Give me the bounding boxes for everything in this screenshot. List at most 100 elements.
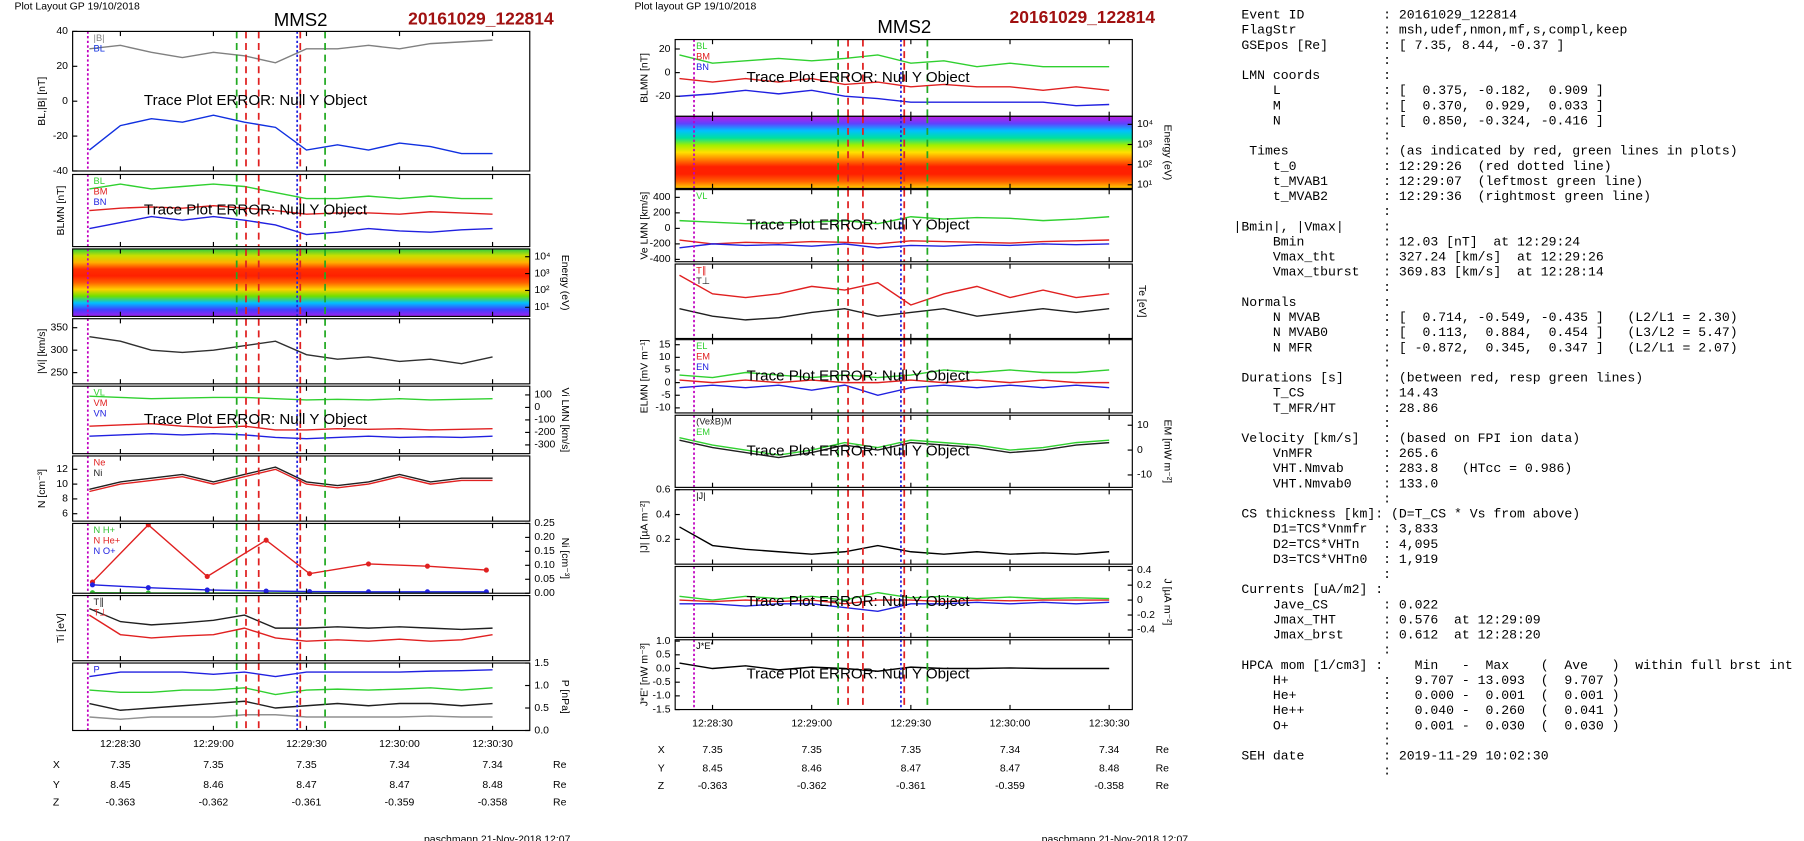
legend-entry: EN <box>696 362 709 372</box>
legend-entry: EM <box>696 352 710 362</box>
plot-header: Plot Layout GP 19/10/2018 <box>14 2 140 13</box>
summary-line: M : [ 0.370, 0.929, 0.033 ] <box>1234 98 1604 113</box>
error-message: Trace Plot ERROR: Null Y Object <box>746 367 970 384</box>
y-tick-label: -10 <box>655 403 670 414</box>
panel-frame <box>674 263 1133 340</box>
y-tick-label: 0.5 <box>534 703 549 714</box>
error-message: Trace Plot ERROR: Null Y Object <box>746 593 970 610</box>
panel <box>86 455 493 522</box>
y-tick-label: 100 <box>534 390 552 401</box>
series-line <box>679 216 1110 225</box>
y-tick-label: 0 <box>62 96 68 107</box>
legend-entry: N O+ <box>94 546 116 556</box>
y-tick-label: 0.2 <box>1137 580 1152 591</box>
y-tick-label: 0.20 <box>534 532 555 543</box>
summary-line: : <box>1234 643 1392 658</box>
y-tick-label: 20 <box>659 44 671 55</box>
y-tick-label: -0.4 <box>1137 625 1155 636</box>
y-tick-label: 0.25 <box>534 518 555 529</box>
ephem-value: 8.47 <box>389 780 410 791</box>
series-line <box>89 183 493 200</box>
plot-header: Plot layout GP 19/10/2018 <box>634 2 756 13</box>
ephem-label: Y <box>53 780 60 791</box>
y-tick-label: 0.0 <box>656 663 671 674</box>
legend-entry: |B| <box>94 33 105 43</box>
series-line <box>679 599 1110 605</box>
summary-line: LMN coords : <box>1234 68 1392 83</box>
legend-entry: (VexB)M <box>696 417 732 427</box>
series-line <box>679 601 1110 613</box>
data-point <box>145 523 151 528</box>
data-point <box>365 561 372 567</box>
ephem-value: 8.46 <box>802 764 823 775</box>
series-line <box>679 436 1110 456</box>
ephem-value: 7.35 <box>110 760 131 771</box>
series-line <box>89 422 493 431</box>
panel-frame <box>72 522 531 594</box>
y-tick-label: -200 <box>650 239 671 250</box>
y-tick-label: 0.5 <box>656 650 671 661</box>
data-point <box>483 589 489 594</box>
summary-line: Velocity [km/s] : (based on FPI ion data… <box>1234 431 1581 446</box>
ephem-value: 8.46 <box>203 780 224 791</box>
y-axis-label: Vi LMN [km/s] <box>559 387 570 452</box>
y-axis-label: |Vi| [km/s] <box>37 329 48 374</box>
series-line <box>679 243 1110 249</box>
data-point <box>365 589 372 594</box>
ephem-label: Z <box>53 797 60 808</box>
legend-entry: N H+ <box>94 525 115 535</box>
ephem-value: -0.363 <box>106 797 136 808</box>
ephem-unit: Re <box>553 780 567 791</box>
y-tick-label: -20 <box>655 91 670 102</box>
series-line <box>89 432 493 440</box>
y-tick-label: 20 <box>56 61 68 72</box>
series-line <box>679 274 1110 306</box>
summary-line: H+ : 9.707 - 13.093 ( 9.707 ) <box>1234 673 1620 688</box>
y-tick-label: 10² <box>1137 159 1153 170</box>
data-point <box>263 588 269 594</box>
legend-entry: BL <box>696 41 707 51</box>
error-message: Trace Plot ERROR: Null Y Object <box>746 442 970 459</box>
y-tick-label: 10 <box>56 479 68 490</box>
panel <box>679 415 1110 488</box>
ephem-unit: Re <box>1156 764 1170 775</box>
panel-frame <box>72 248 531 317</box>
x-tick-label: 12:29:00 <box>791 718 832 729</box>
x-tick-label: 12:30:00 <box>990 718 1031 729</box>
y-tick-label: 0.6 <box>656 484 671 495</box>
summary-line: Durations [s] : (between red, resp green… <box>1234 371 1644 386</box>
panel <box>72 248 530 317</box>
legend-entry: VL <box>94 388 105 398</box>
panel-frame <box>674 414 1133 488</box>
y-tick-label: -5 <box>661 390 670 401</box>
panel <box>86 31 493 171</box>
ephem-value: 8.47 <box>901 764 922 775</box>
y-tick-label: 0 <box>665 377 671 388</box>
series-line <box>679 384 1110 396</box>
y-axis-label: Ti [eV] <box>56 613 67 643</box>
panel <box>679 639 1110 710</box>
y-tick-label: 10⁴ <box>1137 119 1153 130</box>
y-tick-label: -1.5 <box>653 704 671 715</box>
panel-frame <box>72 173 531 248</box>
panel-frame <box>674 489 1133 565</box>
series-line <box>92 584 487 593</box>
x-tick-label: 12:30:30 <box>1089 718 1130 729</box>
legend-entry: EL <box>696 341 707 351</box>
y-tick-label: 15 <box>659 339 671 350</box>
summary-line: N MVAB : [ 0.714, -0.549, -0.435 ] (L2/L… <box>1234 310 1738 325</box>
series-line <box>89 700 493 711</box>
ephem-label: X <box>53 760 60 771</box>
y-tick-label: -0.5 <box>653 677 671 688</box>
y-axis-label: EM [mW m⁻²] <box>1161 420 1172 484</box>
summary-line: : <box>1234 764 1392 779</box>
legend-entry: BL <box>94 176 105 186</box>
series-line <box>89 335 493 365</box>
y-tick-label: -0.2 <box>1137 610 1155 621</box>
summary-line: : <box>1234 416 1392 431</box>
panel-frame <box>72 662 531 732</box>
y-tick-label: -100 <box>534 415 555 426</box>
data-point <box>307 571 313 577</box>
summary-line: D2=TCS*VHTn : 4,095 <box>1234 537 1439 552</box>
panel <box>86 663 493 731</box>
